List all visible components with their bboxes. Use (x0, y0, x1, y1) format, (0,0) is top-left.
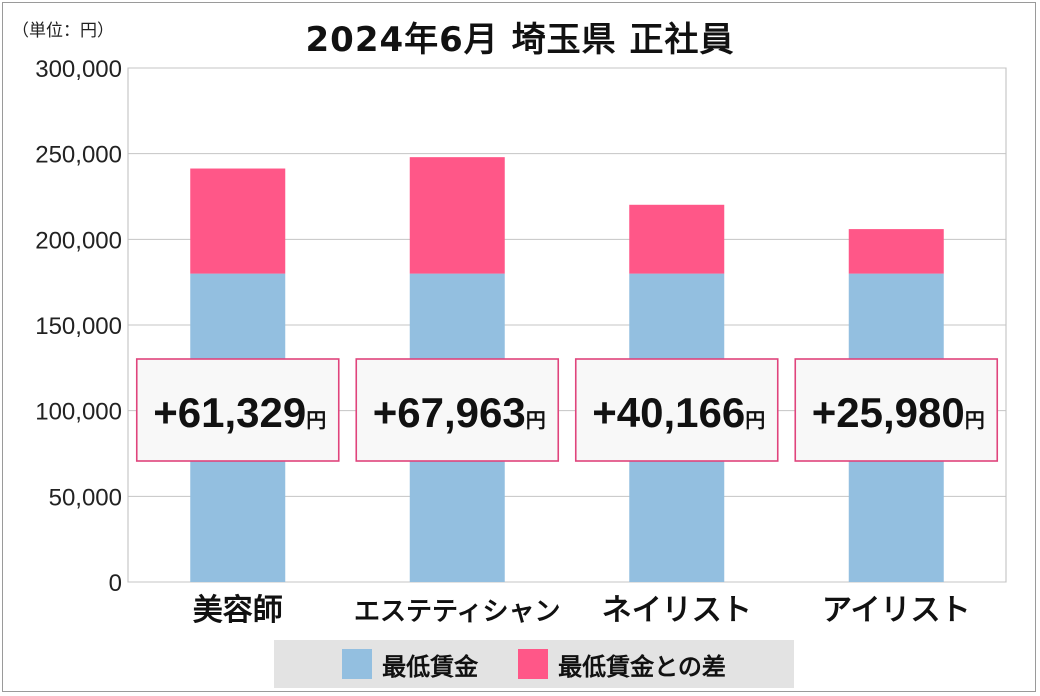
legend-item-minimum-wage: 最低賃金 (342, 647, 478, 682)
y-tick-label: 300,000 (35, 56, 122, 83)
difference-data-label: +25,980円 (812, 389, 985, 436)
difference-data-label: +40,166円 (592, 389, 765, 436)
bar-difference (190, 168, 286, 274)
difference-data-label: +61,329円 (153, 389, 326, 436)
y-tick-label: 0 (109, 570, 122, 597)
legend-item-difference: 最低賃金との差 (518, 647, 726, 682)
y-tick-label: 150,000 (35, 313, 122, 340)
category-label: エステティシャン (354, 597, 560, 627)
y-tick-label: 200,000 (35, 227, 122, 254)
category-label: ネイリスト (602, 593, 752, 628)
difference-label-box (794, 358, 999, 462)
y-tick-label: 100,000 (35, 399, 122, 426)
difference-label-box (355, 358, 560, 462)
legend-label-difference: 最低賃金との差 (558, 652, 726, 681)
bar-difference (409, 157, 505, 274)
legend-swatch-minimum-wage (342, 649, 373, 679)
difference-label-box (135, 358, 340, 462)
legend-swatch-difference (518, 649, 549, 679)
difference-label-box (574, 358, 779, 462)
bar-difference (629, 204, 725, 274)
chart-title: 2024年6月 埼玉県 正社員 (305, 20, 735, 60)
bar-difference (848, 229, 944, 274)
y-tick-label: 250,000 (35, 142, 122, 169)
legend: 最低賃金 最低賃金との差 (274, 640, 794, 688)
category-label: 美容師 (193, 593, 283, 628)
unit-label: （単位：円） (12, 21, 114, 41)
legend-label-minimum-wage: 最低賃金 (382, 652, 479, 681)
category-label: アイリスト (822, 593, 971, 628)
difference-data-label: +67,963円 (373, 389, 546, 436)
y-tick-label: 50,000 (49, 484, 122, 511)
